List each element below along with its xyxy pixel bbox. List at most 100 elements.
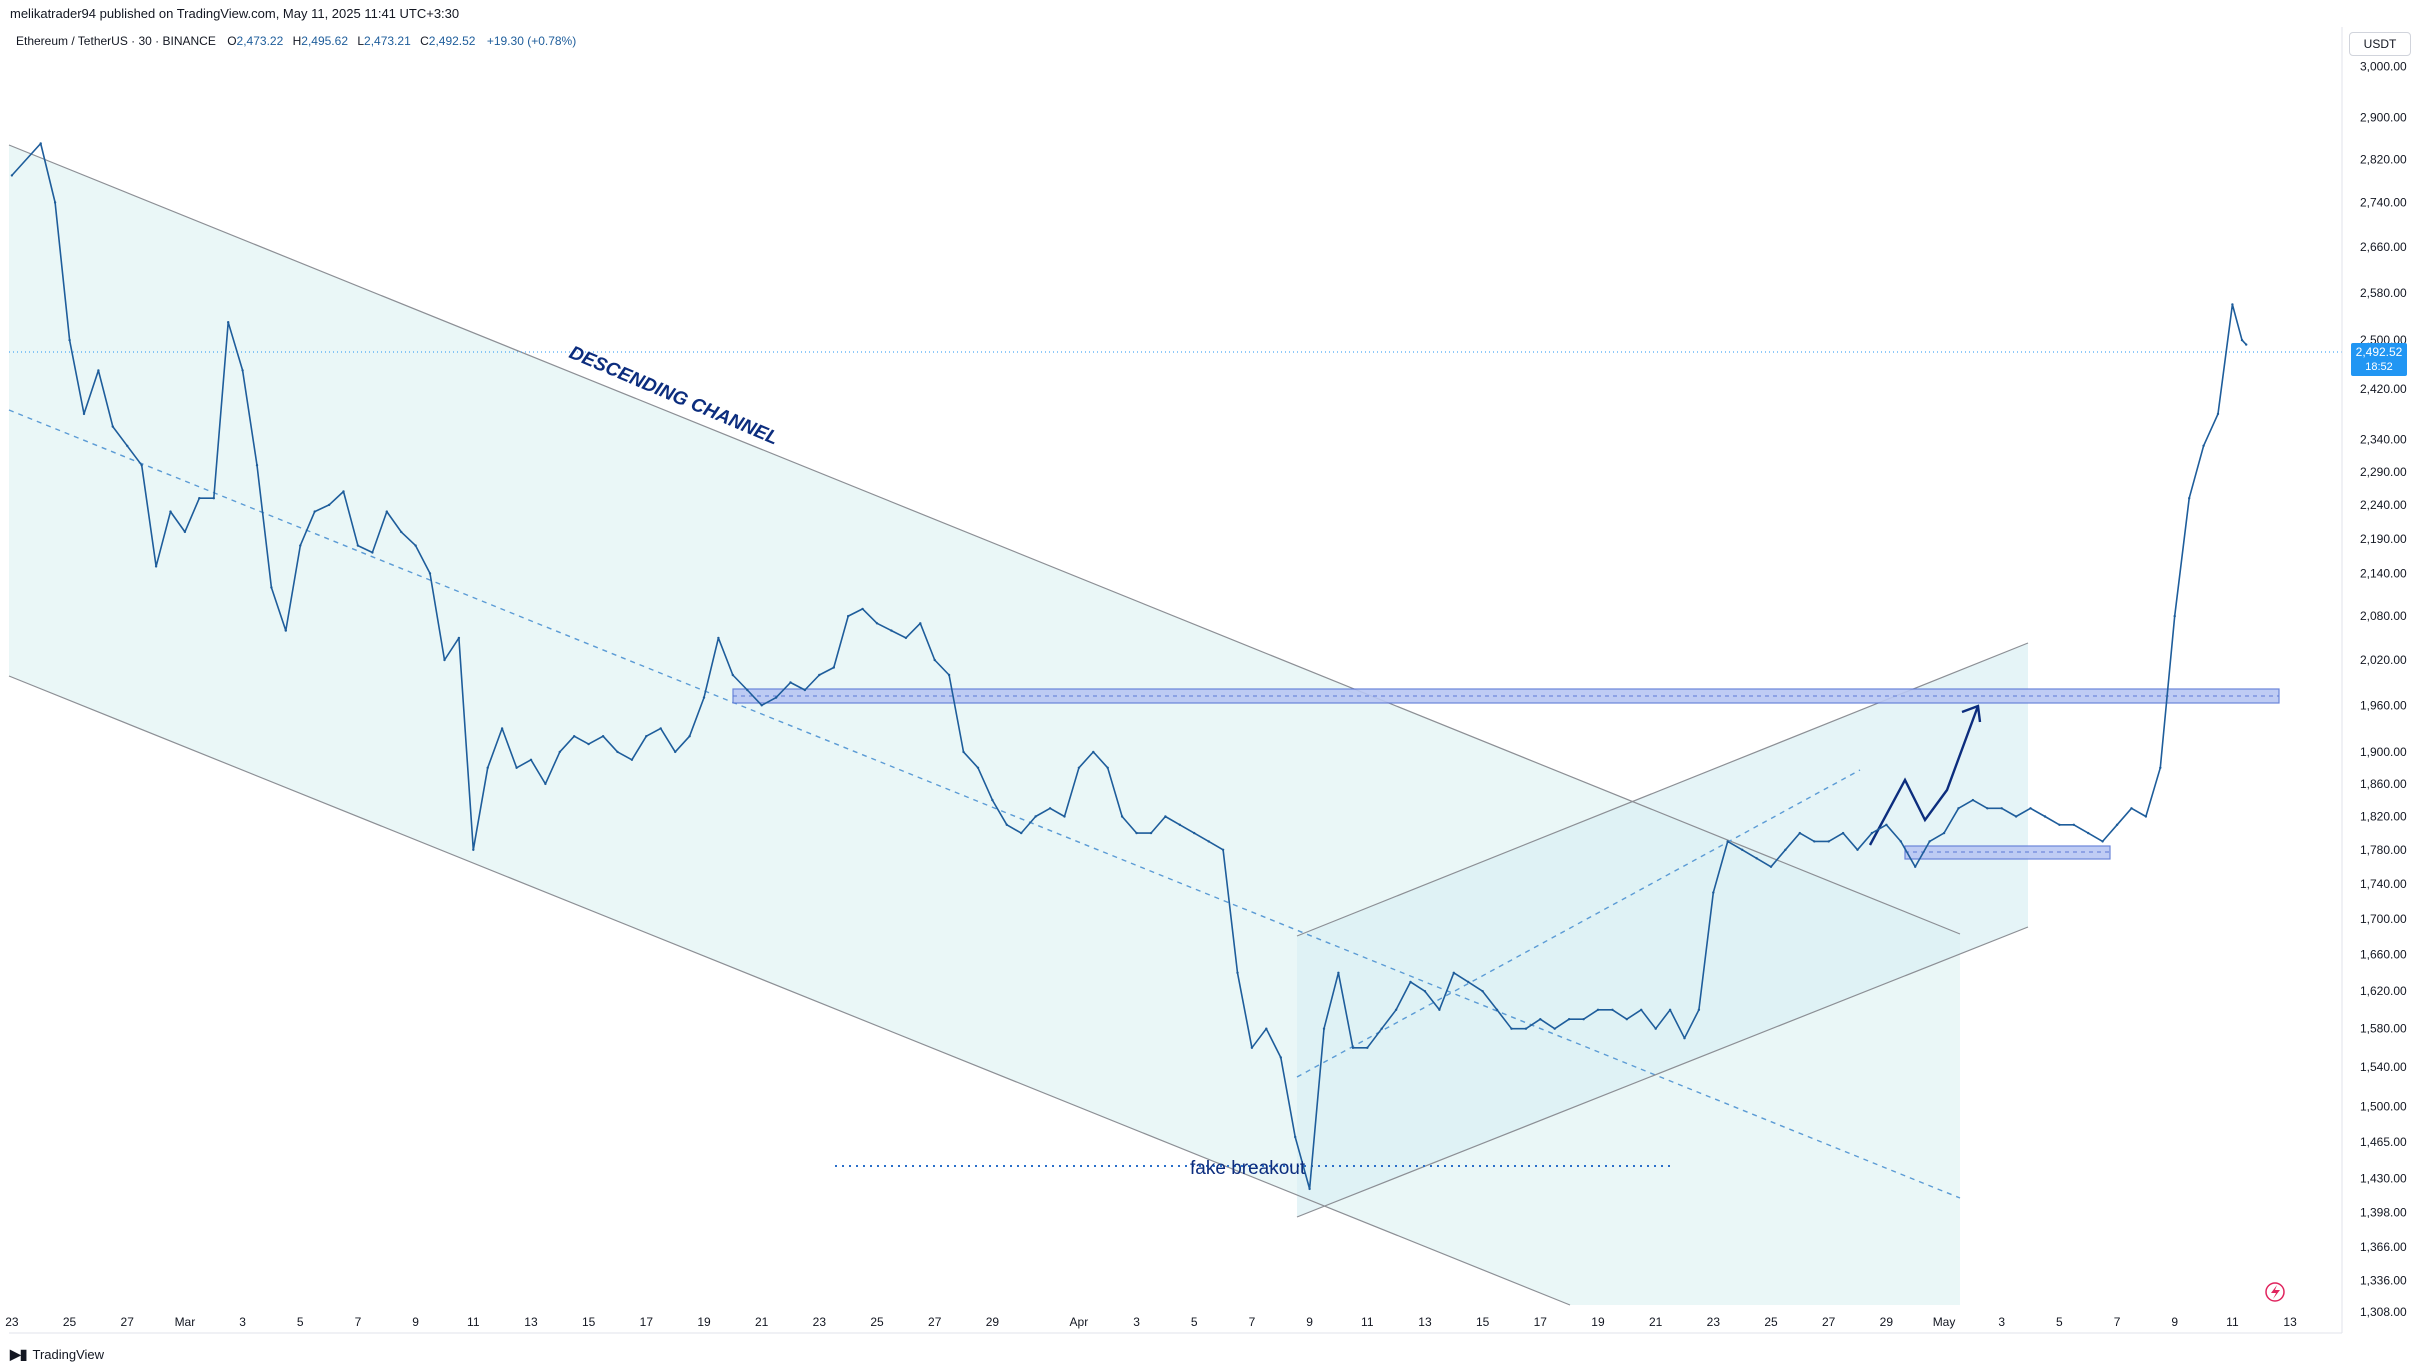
price-tick-label: 1,900.00 [2360,745,2407,759]
price-tick-label: 2,190.00 [2360,532,2407,546]
price-point [861,607,864,611]
price-point [1279,1056,1283,1059]
legend-l-label: L [357,34,364,48]
price-point [2240,338,2244,342]
time-tick-label: 23 [1707,1315,1721,1329]
price-point [183,530,187,534]
price-axis[interactable]: 3,000.00 2,900.00 2,820.00 2,740.00 2,660.00… [2360,59,2407,1319]
time-tick-label: 27 [1822,1315,1836,1329]
price-series-line[interactable] [11,142,2247,1190]
price-point [962,750,965,754]
currency-button[interactable]: USDT [2349,32,2411,56]
price-point [39,142,42,145]
current-price-value: 2,492.52 [2356,345,2403,359]
tradingview-logo[interactable]: ▶▮ TradingView [10,1346,104,1363]
fake-breakout-label[interactable]: fake breakout [1190,1158,1306,1179]
price-tick-label: 2,580.00 [2360,286,2407,300]
time-tick-label: 27 [928,1315,942,1329]
price-point [313,510,316,513]
price-point [1611,1008,1614,1011]
price-point [616,750,619,754]
legend-o-label: O [227,34,236,48]
price-point [212,497,215,500]
time-tick-label: 13 [524,1315,538,1329]
price-point [746,688,749,692]
price-point [731,673,734,677]
price-point [1221,848,1225,851]
price-point [774,696,778,699]
ascending-lower-line[interactable] [1296,926,2029,1218]
price-point [760,704,763,707]
channel-lower-line[interactable] [8,675,1571,1306]
price-point [1870,831,1874,835]
price-tick-label: 1,780.00 [2360,843,2407,857]
price-point [2130,807,2133,810]
price-point [198,497,201,500]
price-tick-label: 2,340.00 [2360,432,2407,446]
price-point [1005,823,1008,826]
time-tick-label: 29 [1880,1315,1894,1329]
price-point [933,658,936,662]
time-tick-label: 5 [297,1315,304,1329]
price-point [1048,807,1052,810]
price-point [1092,750,1095,754]
legend-h-value: 2,495.62 [301,34,348,48]
price-point [1582,1018,1585,1021]
time-tick-label: 11 [467,1315,480,1329]
price-point [904,636,908,640]
price-tick-label: 1,700.00 [2360,912,2407,926]
price-point [1668,1008,1672,1011]
price-point [1164,815,1167,818]
price-point [227,321,230,324]
price-point [1063,815,1066,818]
price-point [717,636,720,640]
price-point [1178,823,1182,826]
time-tick-label: 21 [1649,1315,1663,1329]
price-tick-label: 3,000.00 [2360,59,2407,73]
price-point [1827,840,1830,843]
time-tick-label: 9 [412,1315,419,1329]
support-zone[interactable] [1904,845,2111,860]
time-tick-label: 17 [640,1315,654,1329]
price-point [1495,1008,1499,1011]
price-point [803,688,807,692]
ascending-mid-line[interactable] [1296,769,1861,1078]
price-point [1120,815,1124,818]
price-point [1380,1027,1383,1030]
price-point [1856,848,1859,851]
price-point [2188,497,2191,500]
legend-line[interactable]: Ethereum / TetherUS · 30 · BINANCE O2,47… [16,34,576,48]
price-point [1438,1008,1441,1011]
price-tick-label: 2,290.00 [2360,465,2407,479]
time-tick-label: 25 [63,1315,77,1329]
price-point [1899,840,1903,843]
price-point [2058,823,2061,826]
price-point [558,750,561,754]
price-point [1020,831,1023,835]
price-tick-label: 2,240.00 [2360,498,2407,512]
price-point [601,735,605,738]
price-point [2014,815,2018,818]
price-point [1337,971,1340,974]
legend-l-value: 2,473.21 [364,34,411,48]
price-point [1726,840,1729,843]
resistance-zone[interactable] [732,688,2280,704]
price-point [1986,807,1989,810]
price-point [2115,823,2119,826]
price-point [68,338,71,342]
legend-o-value: 2,473.22 [237,34,284,48]
channel-upper-line[interactable] [8,144,1961,935]
lightning-icon[interactable] [2265,1282,2285,1302]
countdown-value: 18:52 [2365,361,2393,373]
price-tick-label: 2,740.00 [2360,196,2407,210]
price-point [947,673,951,677]
price-series-group[interactable] [10,142,2248,1191]
time-tick-label: 15 [1476,1315,1490,1329]
projection-arrow[interactable] [1868,704,1982,846]
price-point [126,444,129,447]
time-axis[interactable]: 23 25 27 Mar 3 5 7 9 11 13 15 17 19 21 23 25 27 29 Apr 3 5 7 9… [5,1315,2297,1329]
price-point [1366,1046,1369,1050]
channel-mid-line[interactable] [8,409,1961,1199]
price-point [1394,1008,1398,1011]
